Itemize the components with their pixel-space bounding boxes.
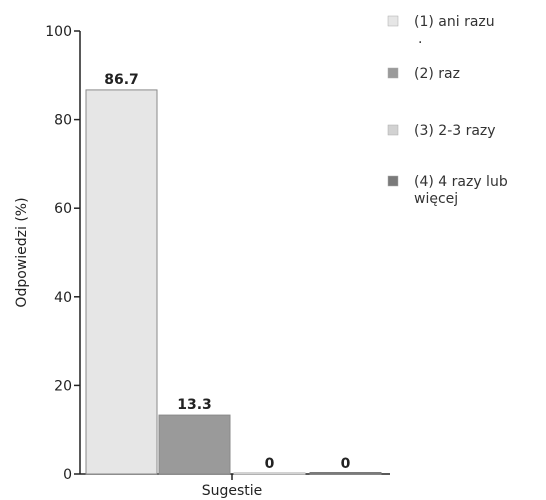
y-tick-label: 20	[54, 378, 72, 394]
y-tick-label: 100	[45, 24, 72, 40]
plot-area: 0 20 40 60 80 100 Sugestie Odpowiedzi (%) 86.7 13…	[14, 24, 390, 499]
legend-label-4: (4) 4 razy lub więcej	[414, 174, 508, 207]
x-axis-label: Sugestie	[202, 483, 263, 499]
y-tick-label: 60	[54, 201, 72, 217]
bar-4	[309, 472, 382, 475]
legend-label-2: (2) raz	[414, 66, 460, 82]
legend-label-1: (1) ani razu.	[414, 14, 495, 47]
data-label-4: 0	[341, 456, 351, 472]
y-tick-label: 40	[54, 290, 72, 306]
data-label-2: 13.3	[177, 397, 212, 413]
legend-label-3: (3) 2-3 razy	[414, 123, 496, 139]
bar-1	[85, 89, 158, 475]
y-tick-label: 80	[54, 113, 72, 129]
y-axis-label: Odpowiedzi (%)	[14, 197, 30, 307]
bar-3	[233, 472, 306, 475]
data-label-3: 0	[265, 456, 275, 472]
legend-swatch-1	[387, 15, 399, 27]
bar-2	[158, 414, 231, 475]
legend-swatch-4	[387, 175, 399, 187]
data-label-1: 86.7	[104, 72, 139, 88]
legend: (1) ani razu . (2) raz (3) 2-3 razy (4) 4 ra…	[387, 14, 508, 207]
legend-swatch-3	[387, 124, 399, 136]
legend-swatch-2	[387, 67, 399, 79]
y-tick-label: 0	[63, 467, 72, 483]
